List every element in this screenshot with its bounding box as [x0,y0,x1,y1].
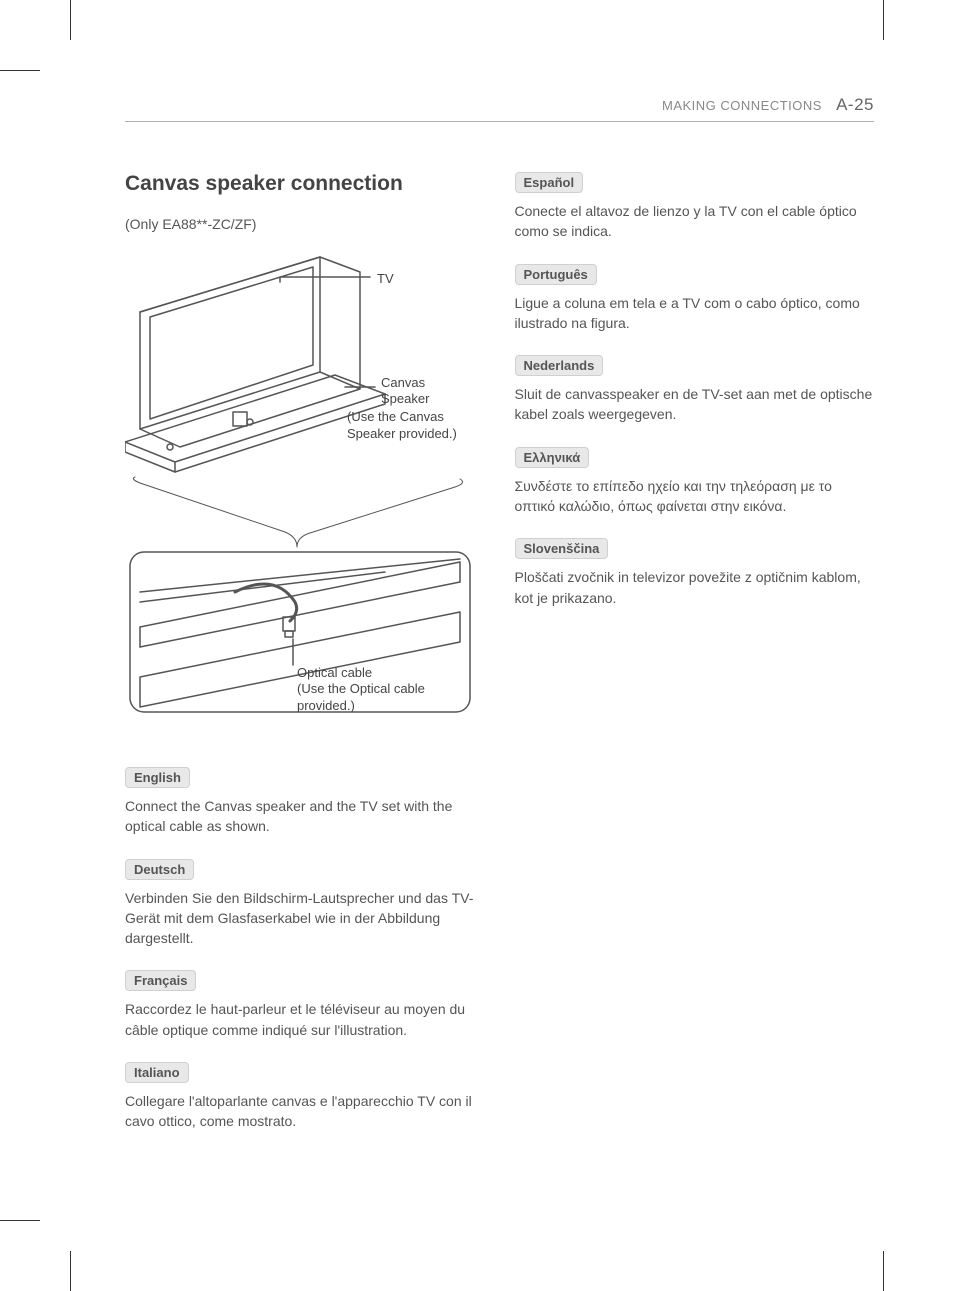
language-block: Deutsch Verbinden Sie den Bildschirm-Laut… [125,859,485,949]
language-badge: Português [515,264,597,285]
page-header: MAKING CONNECTIONS A-25 [125,95,874,122]
language-text: Connect the Canvas speaker and the TV se… [125,796,485,837]
crop-mark [883,1251,884,1291]
crop-mark [0,1220,40,1221]
language-badge: Nederlands [515,355,604,376]
crop-mark [883,0,884,40]
right-language-list: Español Conecte el altavoz de lienzo y la… [515,172,875,608]
language-block: Português Ligue a coluna em tela e a TV c… [515,264,875,334]
language-badge: Deutsch [125,859,194,880]
diagram-label-speaker-1: Canvas [381,375,425,392]
subtitle: (Only EA88**-ZC/ZF) [125,216,485,232]
language-text: Raccordez le haut-parleur et le télévise… [125,999,485,1040]
language-badge: Ελληνικά [515,447,590,468]
two-column-layout: Canvas speaker connection (Only EA88**-Z… [125,172,874,1154]
language-block: Slovenščina Ploščati zvočnik in televizor… [515,538,875,608]
language-text: Conecte el altavoz de lienzo y la TV con… [515,201,875,242]
diagram-label-cable-2: (Use the Optical cable provided.) [297,681,477,715]
language-block: Español Conecte el altavoz de lienzo y la… [515,172,875,242]
language-text: Verbinden Sie den Bildschirm-Lautspreche… [125,888,485,949]
language-text: Collegare l'altoparlante canvas e l'appa… [125,1091,485,1132]
diagram-label-tv: TV [377,271,394,288]
language-block: Français Raccordez le haut-parleur et le … [125,970,485,1040]
language-block: English Connect the Canvas speaker and th… [125,767,485,837]
diagram-label-speaker-2: Speaker [381,391,429,408]
right-column: Español Conecte el altavoz de lienzo y la… [515,172,875,1154]
page-content: MAKING CONNECTIONS A-25 Canvas speaker c… [125,95,874,1211]
language-badge: Français [125,970,196,991]
language-badge: Italiano [125,1062,189,1083]
language-text: Ploščati zvočnik in televizor povežite z… [515,567,875,608]
diagram-svg [125,247,475,717]
language-block: Nederlands Sluit de canvasspeaker en de T… [515,355,875,425]
diagram-label-speaker-note: (Use the Canvas Speaker provided.) [347,409,482,443]
left-language-list: English Connect the Canvas speaker and th… [125,767,485,1132]
page-title: Canvas speaker connection [125,172,485,196]
left-column: Canvas speaker connection (Only EA88**-Z… [125,172,485,1154]
language-text: Συνδέστε το επίπεδο ηχείο και την τηλεόρ… [515,476,875,517]
crop-mark [70,0,71,40]
language-block: Italiano Collegare l'altoparlante canvas … [125,1062,485,1132]
language-badge: Slovenščina [515,538,609,559]
language-text: Ligue a coluna em tela e a TV com o cabo… [515,293,875,334]
crop-mark [0,70,40,71]
crop-mark [70,1251,71,1291]
diagram-label-cable-1: Optical cable [297,665,372,682]
page-number: A-25 [836,95,874,114]
language-badge: Español [515,172,584,193]
language-block: Ελληνικά Συνδέστε το επίπεδο ηχείο και τη… [515,447,875,517]
language-badge: English [125,767,190,788]
section-name: MAKING CONNECTIONS [662,98,822,113]
language-text: Sluit de canvasspeaker en de TV-set aan … [515,384,875,425]
connection-diagram: TV Canvas Speaker (Use the Canvas Speake… [125,247,475,717]
